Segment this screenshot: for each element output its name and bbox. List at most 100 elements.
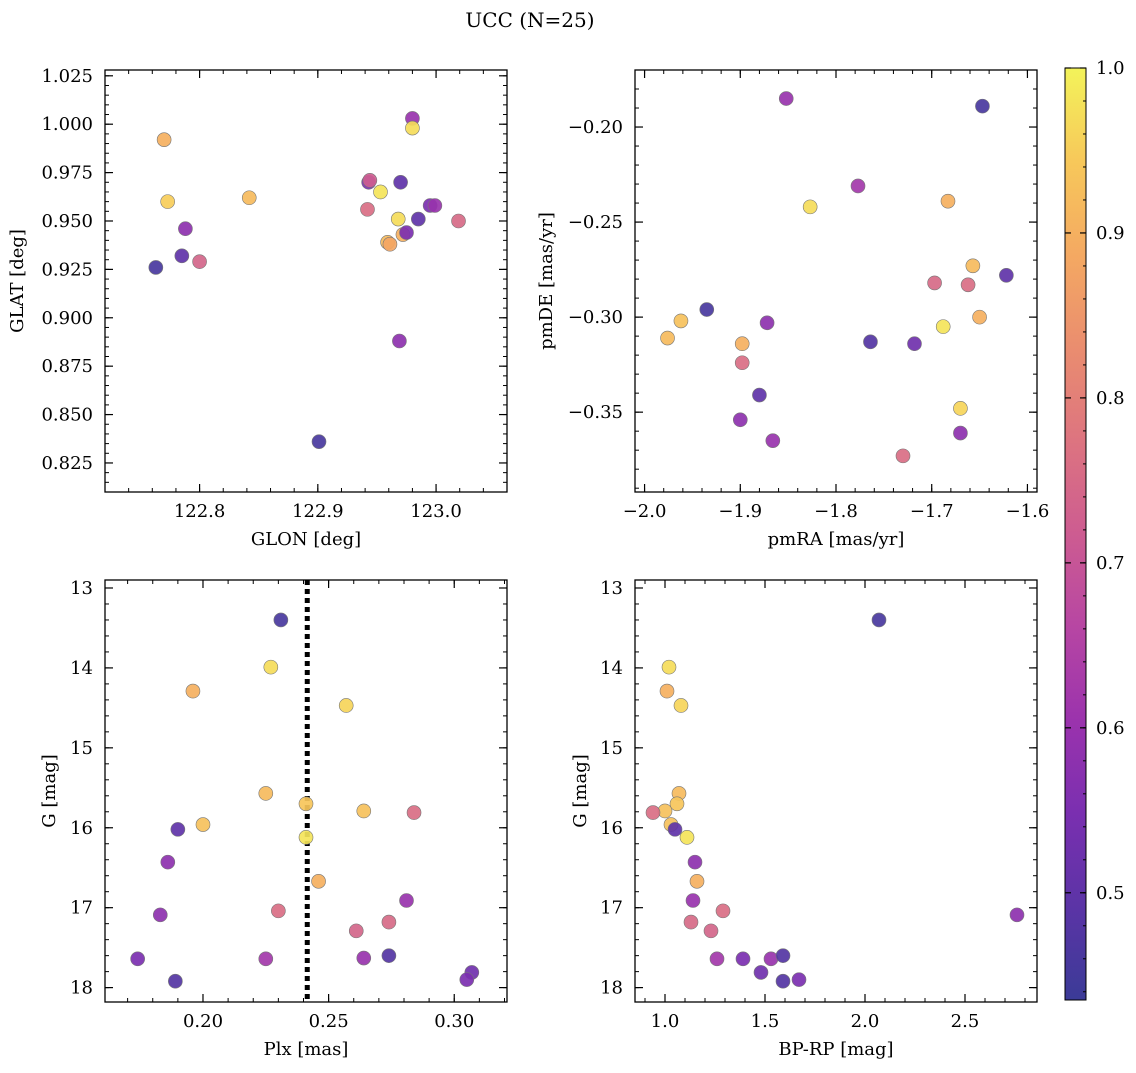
- x-tick-label: −2.0: [623, 501, 667, 522]
- data-point: [392, 333, 407, 349]
- data-point: [673, 698, 689, 713]
- data-point: [311, 874, 326, 889]
- x-tick-label: −1.7: [910, 501, 954, 522]
- data-point: [972, 309, 987, 325]
- x-axis-label: Plx [mas]: [264, 1039, 349, 1060]
- y-tick-label: 13: [600, 578, 623, 599]
- figure-title: UCC (N=25): [465, 8, 594, 32]
- data-point: [185, 683, 201, 699]
- points: [645, 612, 1025, 989]
- axes-frame: [634, 579, 1038, 1003]
- panel-1: 122.8 122.9 123.0 0.825 0.850 0.875 0.900 0.925…: [7, 66, 508, 550]
- data-point: [732, 412, 748, 428]
- data-point: [927, 275, 942, 291]
- y-tick-label: 17: [70, 898, 93, 919]
- data-point: [863, 334, 878, 350]
- y-tick-label: 0.875: [41, 356, 93, 377]
- y-tick-label: 14: [70, 658, 93, 679]
- data-point: [715, 903, 731, 919]
- data-point: [687, 854, 703, 870]
- data-point: [399, 893, 414, 908]
- data-point: [148, 260, 164, 275]
- y-tick-label: −0.35: [568, 402, 623, 423]
- points: [660, 91, 1014, 464]
- data-point: [399, 225, 414, 240]
- data-point: [170, 822, 186, 837]
- data-point: [703, 923, 719, 939]
- data-point: [775, 973, 791, 989]
- data-point: [168, 973, 183, 989]
- data-point: [451, 213, 466, 229]
- y-axis-label: G [mag]: [570, 754, 591, 827]
- data-point: [734, 336, 750, 352]
- y-tick-label: 0.850: [41, 405, 93, 426]
- data-point: [1009, 907, 1025, 923]
- x-tick-label: −1.9: [718, 501, 762, 522]
- data-point: [298, 830, 314, 845]
- data-point: [667, 822, 683, 837]
- data-point: [734, 355, 750, 371]
- data-point: [685, 893, 701, 908]
- data-point: [459, 972, 475, 987]
- data-point: [763, 951, 779, 967]
- y-axis-label: pmDE [mas/yr]: [536, 212, 557, 350]
- data-point: [735, 951, 751, 967]
- data-point: [382, 236, 398, 252]
- data-point: [174, 248, 190, 264]
- x-tick-label: 2.5: [951, 1011, 980, 1032]
- x-tick-label: 122.9: [292, 501, 344, 522]
- data-point: [427, 198, 443, 213]
- y-tick-label: 17: [600, 898, 623, 919]
- data-point: [699, 302, 715, 317]
- x-tick-label: 122.8: [174, 501, 226, 522]
- data-point: [953, 425, 968, 441]
- data-point: [178, 221, 193, 237]
- y-tick-label: 0.825: [41, 453, 93, 474]
- data-point: [752, 387, 767, 403]
- colorbar-tick-label: 0.7: [1096, 553, 1125, 574]
- data-point: [753, 965, 769, 980]
- data-point: [298, 796, 314, 812]
- data-point: [152, 907, 168, 923]
- data-point: [960, 277, 976, 293]
- data-point: [669, 796, 685, 812]
- data-point: [160, 854, 176, 870]
- x-tick-label: 2.0: [851, 1011, 880, 1032]
- data-point: [791, 972, 807, 987]
- data-point: [940, 193, 956, 209]
- colorbar: 0.5 0.6 0.7 0.8 0.9 1.0: [1064, 58, 1125, 1001]
- data-point: [311, 434, 327, 449]
- data-point: [953, 401, 968, 416]
- data-point: [778, 91, 794, 106]
- data-point: [907, 336, 922, 352]
- data-point: [999, 267, 1014, 283]
- y-tick-label: −0.20: [568, 117, 623, 138]
- data-point: [373, 184, 388, 200]
- data-point: [156, 132, 172, 147]
- data-point: [356, 950, 372, 966]
- data-point: [850, 178, 866, 194]
- data-point: [160, 194, 175, 209]
- axes-frame: [104, 579, 508, 1003]
- axes-frame: [104, 69, 508, 493]
- data-point: [411, 211, 426, 227]
- y-tick-label: 0.925: [41, 259, 93, 280]
- data-point: [683, 914, 699, 930]
- data-point: [709, 951, 725, 967]
- data-point: [362, 173, 378, 188]
- data-point: [673, 313, 689, 329]
- colorbar-tick-label: 0.9: [1096, 223, 1125, 244]
- x-axis-label: GLON [deg]: [251, 529, 361, 550]
- y-tick-label: 16: [70, 818, 93, 839]
- data-point: [765, 433, 781, 448]
- x-tick-label: −1.8: [814, 501, 858, 522]
- data-point: [393, 174, 408, 190]
- x-tick-label: 1.0: [651, 1011, 680, 1032]
- data-point: [381, 914, 397, 930]
- data-point: [775, 948, 791, 963]
- data-point: [271, 903, 286, 919]
- y-tick-label: 13: [70, 578, 93, 599]
- data-point: [130, 951, 145, 967]
- y-tick-label: 15: [600, 738, 623, 759]
